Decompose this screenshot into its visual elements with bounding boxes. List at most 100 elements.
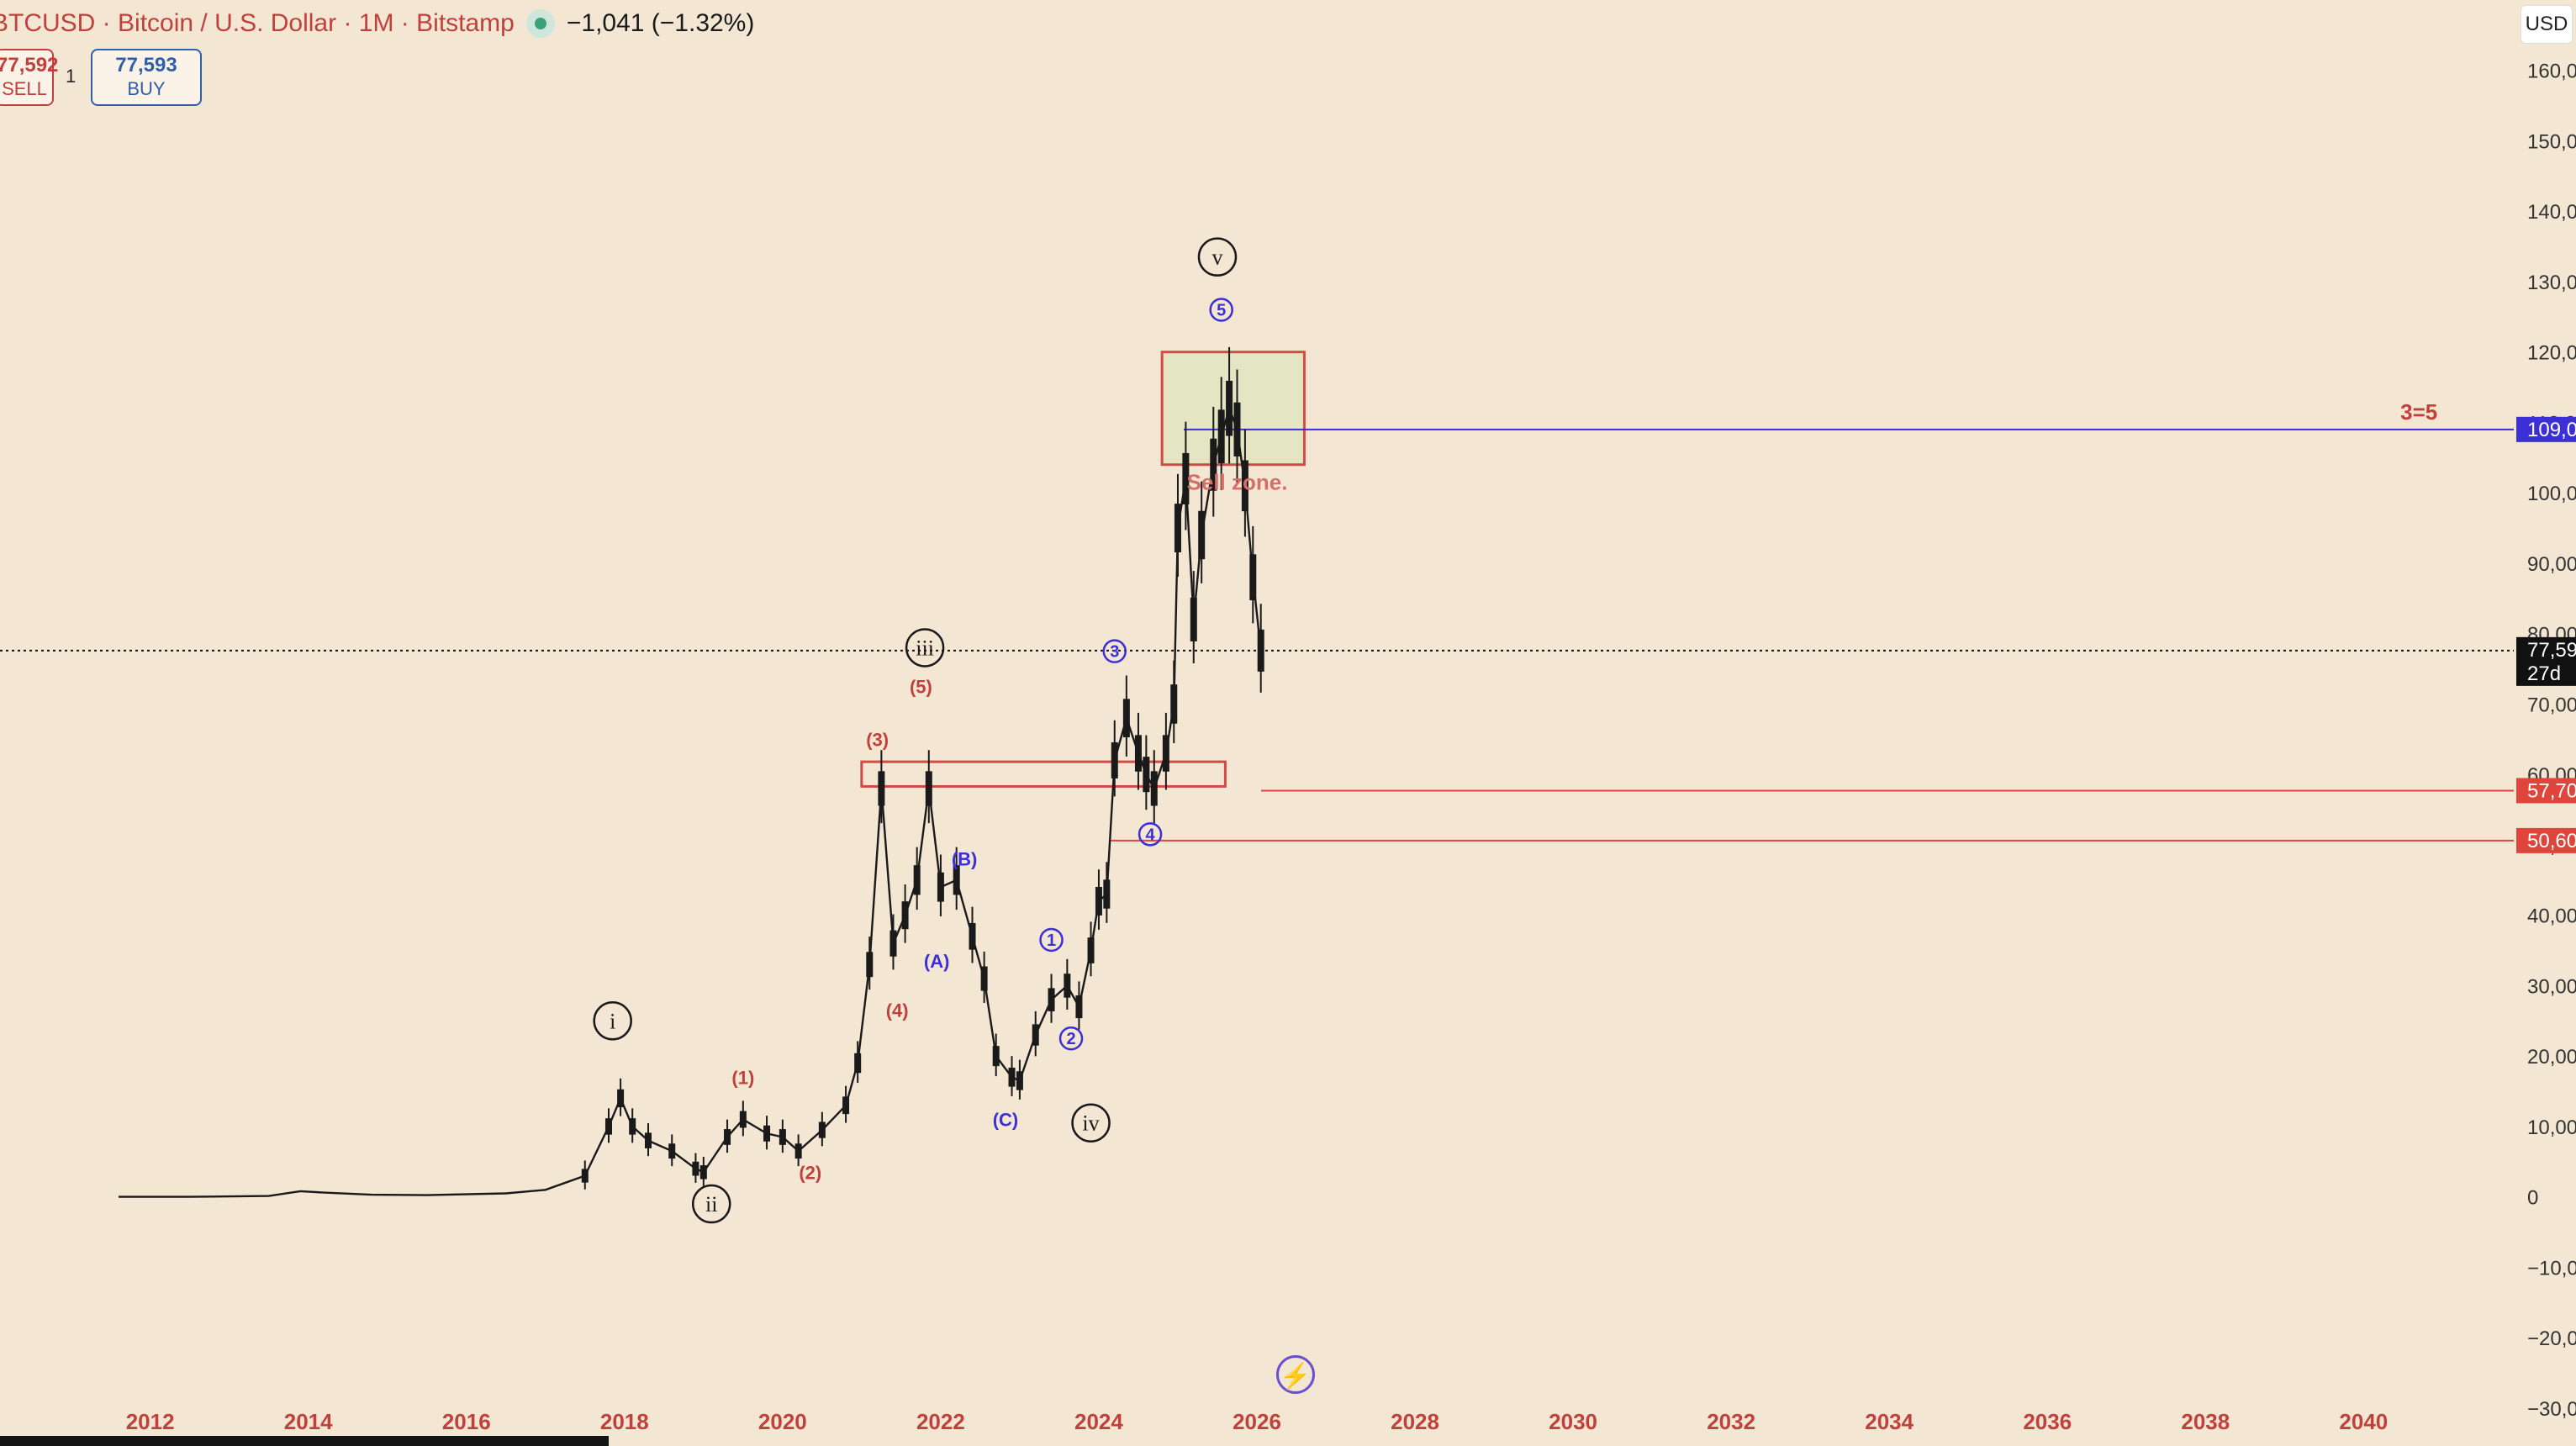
price-candle-body	[1111, 741, 1118, 778]
price-change: −1,041 (−1.32%)	[566, 9, 755, 37]
level-price-label: 109,000	[2527, 419, 2576, 441]
sell-label: SELL	[2, 78, 47, 99]
price-candle-body	[1134, 735, 1142, 772]
y-tick-label: −30,000	[2527, 1398, 2576, 1421]
level-price-label: 77,592	[2527, 639, 2576, 662]
y-tick-label: 160,000	[2527, 61, 2576, 83]
price-candle-body	[1257, 629, 1264, 672]
wave-label-blue: (C)	[993, 1110, 1019, 1131]
y-tick-label: 100,000	[2527, 483, 2576, 505]
x-tick-label: 2014	[284, 1409, 333, 1434]
price-candle-body	[1226, 380, 1233, 436]
currency-button[interactable]: USD	[2521, 5, 2573, 44]
level-price-label: 57,700	[2527, 779, 2576, 802]
x-tick-label: 2018	[600, 1409, 649, 1434]
y-tick-label: −10,000	[2527, 1257, 2576, 1280]
price-candle-body	[1233, 402, 1241, 456]
symbol-description: Bitcoin / U.S. Dollar	[118, 9, 337, 37]
bottom-toolbar[interactable]	[0, 1436, 609, 1446]
wave-label-blue: 4	[1146, 826, 1156, 844]
price-candle-body	[1241, 460, 1248, 512]
x-tick-label: 2016	[442, 1409, 491, 1434]
chart-note: 3=5	[2400, 399, 2437, 425]
price-candle-body	[724, 1129, 731, 1145]
y-tick-label: 120,000	[2527, 342, 2576, 365]
symbol-header: BTCUSD · Bitcoin / U.S. Dollar · 1M · Bi…	[0, 7, 754, 40]
price-candle-body	[1217, 409, 1225, 464]
price-candle-body	[889, 930, 897, 957]
price-axis	[2514, 0, 2576, 1446]
wave-label-blue: 1	[1047, 931, 1056, 950]
wave-circle-blue	[1102, 639, 1127, 663]
wave-circle-blue	[1209, 298, 1233, 322]
price-candle-body	[629, 1118, 636, 1135]
wave-circle	[905, 628, 945, 668]
wave-label: iv	[1082, 1111, 1099, 1136]
buy-button[interactable]: 77,593 BUY	[91, 49, 202, 106]
level-price-tag	[2516, 636, 2576, 686]
price-candle-body	[1075, 995, 1083, 1019]
x-tick-label: 2030	[1549, 1409, 1597, 1434]
wave-label-red: (5)	[910, 677, 932, 698]
price-candle-body	[1170, 684, 1178, 724]
price-candle-body	[668, 1143, 676, 1159]
sell-button[interactable]: 77,592 SELL	[0, 49, 59, 106]
wave-label: v	[1211, 245, 1222, 270]
price-candle-body	[1162, 735, 1169, 772]
x-tick-label: 2024	[1074, 1409, 1123, 1434]
price-candle-body	[1182, 452, 1190, 504]
support-box	[860, 760, 1227, 788]
y-tick-label: 90,000	[2527, 553, 2576, 576]
price-candle-body	[878, 771, 885, 806]
wave-label: iii	[916, 636, 934, 660]
price-candle-body	[1122, 699, 1130, 738]
level-price-tag	[2516, 827, 2576, 853]
x-tick-label: 2036	[2023, 1409, 2072, 1434]
interval[interactable]: 1M	[358, 9, 394, 37]
spread-value: 1	[66, 66, 77, 87]
sell-zone-box	[1160, 351, 1306, 467]
lightning-icon[interactable]: ⚡	[1276, 1355, 1315, 1394]
wave-circle-blue	[1039, 927, 1064, 953]
y-tick-label: 70,000	[2527, 694, 2576, 716]
level-countdown-label: 27d	[2527, 662, 2561, 685]
price-candle-body	[1174, 504, 1181, 553]
price-candle-body	[937, 872, 944, 902]
price-candle-body	[794, 1143, 802, 1159]
price-candle-body	[699, 1165, 707, 1179]
x-tick-label: 2028	[1391, 1409, 1439, 1434]
price-candle-body	[1150, 771, 1158, 806]
price-line	[119, 404, 1262, 1198]
price-candle-body	[763, 1125, 771, 1142]
price-candle-body	[866, 952, 874, 978]
wave-circle	[691, 1184, 731, 1224]
wave-circle-blue	[1058, 1026, 1084, 1051]
price-candle-body	[1249, 554, 1257, 601]
price-candle-body	[969, 922, 976, 950]
y-tick-label: 0	[2527, 1187, 2538, 1210]
price-candle-body	[779, 1129, 786, 1145]
price-candle-body	[739, 1111, 747, 1128]
wave-label-blue: (A)	[924, 951, 950, 972]
level-price-tag	[2516, 416, 2576, 442]
price-candle-body	[1198, 510, 1206, 560]
symbol[interactable]: BTCUSD	[0, 9, 96, 37]
price-candle-body	[1016, 1071, 1023, 1090]
price-candle-body	[1103, 879, 1111, 909]
wave-label-red: (2)	[799, 1162, 821, 1183]
price-candle-body	[1143, 757, 1150, 793]
wave-circle-blue	[1138, 822, 1163, 847]
price-candle-body	[1087, 937, 1095, 963]
sell-price: 77,592	[0, 54, 59, 77]
price-candle-body	[1032, 1024, 1039, 1046]
y-tick-label: 130,000	[2527, 272, 2576, 294]
price-candle-body	[854, 1053, 862, 1074]
level-price-label: 50,600	[2527, 830, 2576, 852]
wave-circle	[593, 1001, 632, 1041]
price-candle-body	[581, 1169, 589, 1183]
wave-circle	[1071, 1103, 1111, 1143]
chart-note: Sell zone.	[1187, 470, 1288, 495]
wave-label: i	[610, 1009, 615, 1033]
price-candle-body	[645, 1132, 652, 1148]
